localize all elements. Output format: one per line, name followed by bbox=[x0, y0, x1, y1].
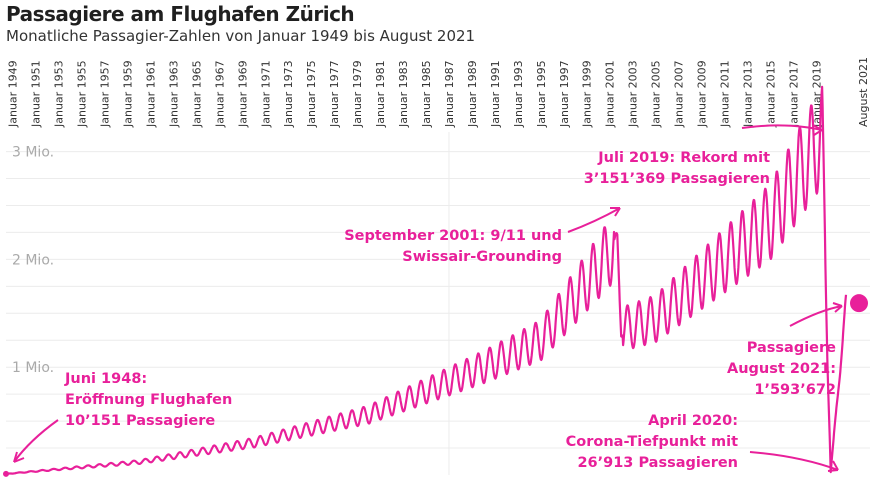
x-axis-tick-labels: Januar 1949 Januar 1951 Januar 1953 Januar … bbox=[7, 57, 870, 128]
annotation-line: 1’593’672 bbox=[754, 382, 836, 398]
chart-title: Passagiere am Flughafen Zürich bbox=[6, 2, 355, 26]
annotation-line: August 2021: bbox=[727, 361, 836, 377]
x-tick-label: Januar 1963 bbox=[167, 60, 180, 128]
x-tick-label: Januar 1961 bbox=[144, 60, 157, 128]
x-tick-label: Januar 1997 bbox=[558, 60, 571, 128]
annotation-arrowhead bbox=[812, 124, 823, 136]
x-tick-label: Januar 2005 bbox=[650, 60, 663, 128]
annotation-line: Eröffnung Flughafen bbox=[65, 392, 232, 408]
x-tick-label: Januar 1953 bbox=[53, 60, 66, 128]
annotation-line: April 2020: bbox=[648, 413, 738, 429]
x-tick-label: Januar 1959 bbox=[122, 60, 135, 128]
annotation-line: Passagiere bbox=[747, 340, 836, 356]
annotation-line: Corona-Tiefpunkt mit bbox=[566, 434, 738, 450]
x-tick-label: Januar 1971 bbox=[259, 60, 272, 128]
annotation-text: Juli 2019: Rekord mit 3’151’369 Passagier… bbox=[584, 150, 770, 187]
annotation-arrowhead bbox=[610, 207, 621, 217]
x-tick-label: Januar 1983 bbox=[397, 60, 410, 128]
annotation-arrow bbox=[13, 419, 59, 463]
y-tick-label: 2 Mio. bbox=[12, 252, 54, 268]
annotation-text: Juni 1948: Eröffnung Flughafen 10’151 Pass… bbox=[64, 371, 232, 429]
x-tick-label: Januar 1975 bbox=[305, 60, 318, 128]
x-tick-label: Januar 1987 bbox=[443, 60, 456, 128]
x-tick-label: Januar 2013 bbox=[741, 60, 754, 128]
annotations: Juni 1948: Eröffnung Flughafen 10’151 Pass… bbox=[64, 150, 836, 471]
annotation-arrows bbox=[13, 124, 843, 472]
annotation-line: September 2001: 9/11 und bbox=[344, 228, 562, 244]
chart-subtitle: Monatliche Passagier-Zahlen von Januar 1… bbox=[6, 27, 476, 45]
annotation-arrow bbox=[741, 124, 823, 131]
annotation-line: 26’913 Passagieren bbox=[577, 455, 738, 471]
x-tick-label: Januar 1957 bbox=[99, 60, 112, 128]
passenger-series-line bbox=[5, 85, 848, 475]
annotation-text: Passagiere August 2021: 1’593’672 bbox=[727, 340, 836, 398]
x-tick-label: Januar 1979 bbox=[351, 60, 364, 128]
annotation-line: 10’151 Passagiere bbox=[65, 413, 215, 429]
x-tick-label: Januar 1951 bbox=[30, 60, 43, 128]
x-tick-label: Januar 2017 bbox=[787, 60, 800, 128]
annotation-arrowhead bbox=[13, 451, 25, 463]
annotation-arrow bbox=[567, 207, 621, 233]
x-tick-label: Januar 1991 bbox=[489, 60, 502, 128]
grid bbox=[6, 132, 870, 475]
annotation-arrow bbox=[749, 451, 839, 471]
x-tick-label: Januar 1969 bbox=[236, 60, 249, 128]
x-tick-label: Januar 2015 bbox=[764, 60, 777, 128]
annotation-line: Juli 2019: Rekord mit bbox=[597, 150, 770, 166]
x-tick-label: Januar 2003 bbox=[627, 60, 640, 128]
annotation-arrow bbox=[789, 305, 843, 327]
x-tick-label: Januar 1965 bbox=[190, 60, 203, 128]
x-tick-label: Januar 1999 bbox=[581, 60, 594, 128]
x-tick-label: Januar 2009 bbox=[696, 60, 709, 128]
start-marker-june-1948 bbox=[3, 470, 9, 477]
end-marker-august-2021 bbox=[850, 294, 868, 313]
annotation-arrowhead bbox=[827, 460, 839, 472]
x-tick-label: Januar 1977 bbox=[328, 60, 341, 128]
x-tick-label: Januar 2001 bbox=[604, 60, 617, 128]
y-tick-label: 3 Mio. bbox=[12, 145, 54, 161]
x-tick-label: Januar 1973 bbox=[282, 60, 295, 128]
annotation-arrowhead bbox=[832, 302, 843, 313]
annotation-text: September 2001: 9/11 und Swissair-Groundi… bbox=[344, 228, 562, 265]
x-tick-label: Januar 1955 bbox=[76, 60, 89, 128]
annotation-line: 3’151’369 Passagieren bbox=[584, 171, 770, 187]
x-tick-label: Januar 1995 bbox=[535, 60, 548, 128]
x-tick-label: Januar 1967 bbox=[213, 60, 226, 128]
x-tick-label: Januar 2011 bbox=[718, 60, 731, 128]
x-tick-label: Januar 1993 bbox=[512, 60, 525, 128]
annotation-line: Juni 1948: bbox=[64, 371, 147, 387]
y-axis-tick-labels: 1 Mio. 2 Mio. 3 Mio. bbox=[12, 145, 54, 377]
x-tick-label: August 2021 bbox=[857, 57, 870, 127]
x-tick-label: Januar 1949 bbox=[7, 60, 20, 128]
annotation-text: April 2020: Corona-Tiefpunkt mit 26’913 Pa… bbox=[566, 413, 738, 471]
x-tick-label: Januar 1985 bbox=[420, 60, 433, 128]
x-tick-label: Januar 1981 bbox=[374, 60, 387, 128]
annotation-line: Swissair-Grounding bbox=[402, 249, 562, 265]
x-tick-label: Januar 2007 bbox=[673, 60, 686, 128]
x-tick-label: Januar 1989 bbox=[466, 60, 479, 128]
y-tick-label: 1 Mio. bbox=[12, 360, 54, 376]
